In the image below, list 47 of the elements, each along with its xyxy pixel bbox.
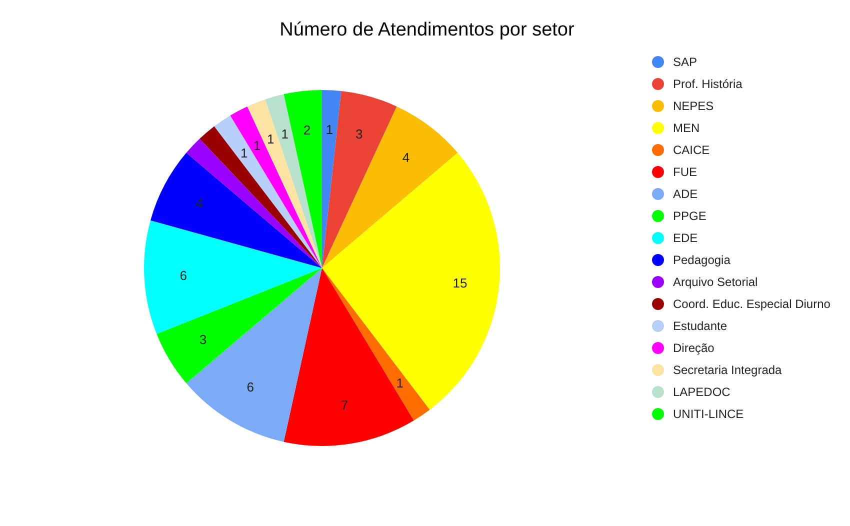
pie-slice <box>247 99 322 268</box>
legend-label: SAP <box>673 55 698 69</box>
legend-label: CAICE <box>673 143 710 157</box>
pie-slice <box>284 268 414 446</box>
chart-title: Número de Atendimentos por setor <box>280 20 575 40</box>
pie-slice <box>214 115 322 268</box>
legend-label: PPGE <box>673 209 706 223</box>
legend-label: MEN <box>673 121 700 135</box>
data-label: 1 <box>326 122 334 137</box>
legend-label: Coord. Educ. Especial Diurno <box>673 297 831 311</box>
pie-slice <box>230 106 322 268</box>
legend-label: Arquivo Setorial <box>673 275 758 289</box>
data-label: 1 <box>281 126 288 142</box>
legend-label: NEPES <box>673 99 714 113</box>
legend-label: ADE <box>673 187 698 201</box>
data-label: 1 <box>396 375 404 390</box>
legend-label: Prof. História <box>673 77 743 91</box>
pie-slice <box>322 152 500 410</box>
legend-label: UNITI-LINCE <box>673 407 744 421</box>
data-label: 15 <box>452 276 468 291</box>
data-label: 1 <box>240 146 248 161</box>
legend-label: Pedagogia <box>673 253 731 267</box>
pie-slice <box>144 220 322 334</box>
legend-label: EDE <box>673 231 698 245</box>
data-label: 1 <box>266 132 274 147</box>
pie-slice <box>265 94 322 268</box>
data-label: 2 <box>303 122 311 138</box>
legend-label: FUE <box>673 165 697 179</box>
pie-slice <box>156 268 322 384</box>
data-label: 6 <box>180 268 187 284</box>
data-label: 4 <box>402 150 410 165</box>
data-label: 4 <box>196 195 203 210</box>
data-label: 7 <box>340 398 348 413</box>
pie-slice <box>322 106 458 268</box>
pie-slice <box>322 268 430 421</box>
legend-label: Direção <box>673 341 715 355</box>
pie-slice <box>322 90 342 268</box>
data-label: 6 <box>246 379 254 394</box>
data-label: 3 <box>199 332 207 348</box>
pie-slice <box>284 90 322 268</box>
legend-label: Estudante <box>673 319 728 333</box>
legend-label: LAPEDOC <box>673 385 731 399</box>
legend-label: Secretaria Integrada <box>673 363 782 377</box>
pie-slice <box>186 268 322 442</box>
pie-slice <box>322 91 397 268</box>
data-label: 3 <box>356 126 363 142</box>
data-label: 1 <box>253 138 261 153</box>
